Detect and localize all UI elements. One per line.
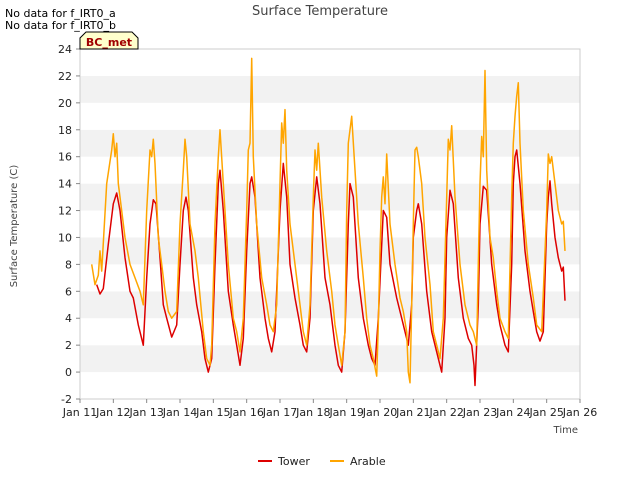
y-tick-label: 4 [65,312,72,325]
y-tick-label: 24 [58,43,72,56]
x-tick-label: Jan 24 [495,406,530,419]
y-tick-label: 0 [65,366,72,379]
x-tick-label: Jan 19 [328,406,363,419]
grid-band [80,372,580,399]
grid-band [80,49,580,76]
grid-band [80,156,580,184]
x-tick-label: Jan 12 [95,406,130,419]
y-tick-label: 2 [65,339,72,352]
bc-met-badge-label: BC_met [86,36,132,49]
x-tick-label: Jan 26 [562,406,597,419]
y-tick-label: 22 [58,70,72,83]
y-tick-label: 12 [58,205,72,218]
y-tick-label: 16 [58,151,72,164]
x-tick-label: Jan 11 [62,406,97,419]
x-tick-label: Jan 13 [128,406,163,419]
x-tick-label: Jan 22 [428,406,463,419]
grid-band [80,237,580,265]
x-tick-label: Jan 21 [395,406,430,419]
plot-frame [79,48,581,400]
chart-title: Surface Temperature [252,4,388,19]
series-line-arable [90,57,566,384]
grid-band [80,102,580,130]
x-tick-label: Jan 15 [195,406,230,419]
legend: Tower Arable [258,455,386,468]
grid-band [80,318,580,346]
grid-band [80,129,580,157]
legend-label-tower: Tower [277,455,310,468]
y-tick-label: 18 [58,124,72,137]
grid-band [80,345,580,373]
legend-label-arable: Arable [350,455,386,468]
y-tick-label: -2 [61,393,72,406]
x-tick-label: Jan 16 [228,406,263,419]
x-tick-label: Jan 20 [362,406,397,419]
x-tick-label: Jan 14 [162,406,197,419]
grid-band [80,210,580,238]
bc-met-badge: BC_met [79,31,139,50]
x-axis-label: Time [553,425,578,436]
x-tick-label: Jan 18 [295,406,330,419]
grid-band [80,183,580,211]
grid-band [80,75,580,103]
y-tick-label: 20 [58,97,72,110]
y-tick-label: 10 [58,231,72,244]
y-axis-label: Surface Temperature (C) [9,165,20,288]
y-tick-label: 8 [65,258,72,271]
no-data-note-a: No data for f_IRT0_a [5,7,116,20]
no-data-note-b: No data for f_IRT0_b [5,19,117,32]
x-tick-label: Jan 25 [528,406,563,419]
x-tick-label: Jan 17 [262,406,297,419]
y-tick-label: 14 [58,178,72,191]
x-tick-label: Jan 23 [462,406,497,419]
y-tick-label: 6 [65,285,72,298]
